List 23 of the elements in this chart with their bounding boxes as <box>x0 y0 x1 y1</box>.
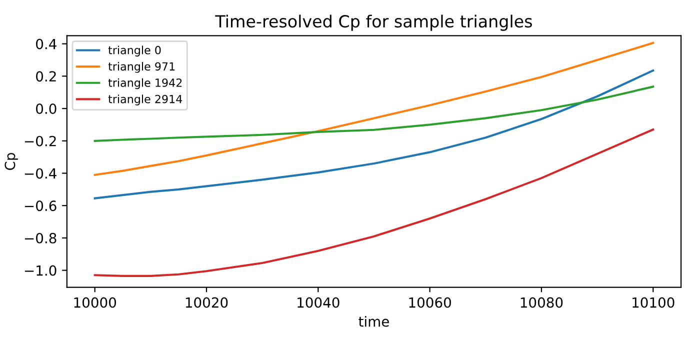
line-series <box>94 128 654 278</box>
x-axis-title: time <box>358 316 389 327</box>
x-tick-label: 10020 <box>186 297 228 308</box>
legend-label: triangle 1942 <box>108 78 182 90</box>
legend-label: triangle 2914 <box>108 94 182 106</box>
y-tick-label: −1.0 <box>24 265 56 276</box>
y-tick-label: −0.2 <box>24 136 56 146</box>
y-tick-label: −0.4 <box>24 168 56 179</box>
chart-title: Time-resolved Cp for sample triangles <box>215 14 532 31</box>
x-tick-label: 10060 <box>409 297 451 308</box>
y-tick-label: −0.8 <box>24 232 56 244</box>
y-tick-label: −0.6 <box>24 200 56 212</box>
legend-label: triangle 971 <box>108 62 175 73</box>
y-axis-title: Cp <box>4 153 18 170</box>
line-series <box>94 42 654 176</box>
x-tick-label: 10000 <box>74 297 116 308</box>
x-tick-label: 10080 <box>520 297 563 308</box>
x-tick-label: 10040 <box>298 297 340 308</box>
x-tick-label: 10100 <box>632 297 674 308</box>
legend-label: triangle 0 <box>108 46 161 56</box>
y-tick-label: 0.2 <box>36 71 56 82</box>
y-tick-label: 0.0 <box>36 103 56 114</box>
y-tick-label: 0.4 <box>36 38 56 50</box>
